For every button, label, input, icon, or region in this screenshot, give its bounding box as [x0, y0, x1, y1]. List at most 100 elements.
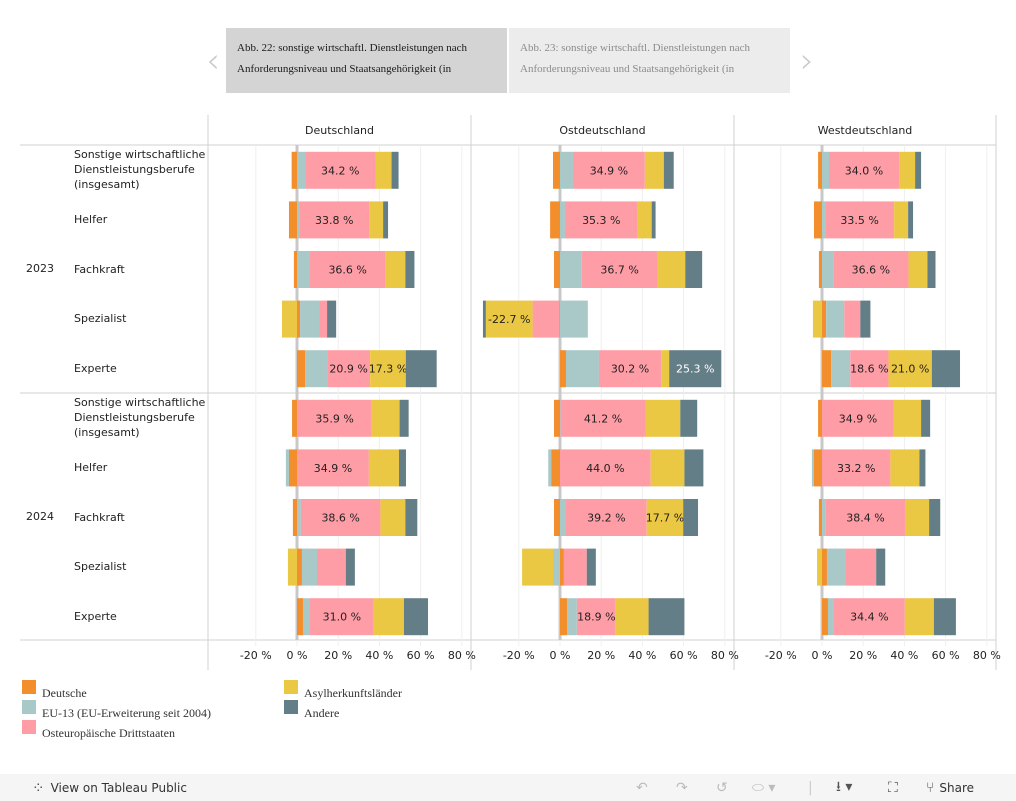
- bar-segment-deutsche: [813, 201, 822, 239]
- x-tick-label: -20 %: [502, 649, 535, 662]
- bar-segment-andere: [927, 251, 936, 288]
- bar-segment-deutsche: [822, 598, 828, 636]
- bar-segment-eu-13-eu-erweiterung-seit-2004-: [300, 300, 320, 338]
- data-label: 36.6 %: [852, 264, 890, 277]
- bar-segment-andere: [680, 399, 698, 437]
- bar-segment-andere: [405, 350, 437, 388]
- bar-segment-asylherkunftsl-nder: [369, 201, 384, 239]
- bar-segment-osteurop-ische-drittstaaten: [825, 499, 906, 536]
- bar-segment-deutsche: [291, 151, 297, 189]
- undo-icon: ↶: [636, 779, 648, 796]
- view-on-tableau-public-link[interactable]: ⁘ View on Tableau Public: [32, 774, 187, 801]
- bar-segment-deutsche: [560, 598, 568, 636]
- bar-segment-asylherkunftsl-nder: [645, 399, 681, 437]
- data-label: 18.6 %: [850, 363, 888, 376]
- data-label: 34.9 %: [314, 462, 352, 475]
- bar-segment-osteurop-ische-drittstaaten: [845, 548, 877, 586]
- bar-segment-deutsche: [550, 201, 560, 239]
- row-label-insgesamt: Sonstige wirtschaftliche Dienstleistungs…: [74, 396, 206, 440]
- bar-segment-asylherkunftsl-nder: [371, 399, 400, 437]
- data-label: 33.2 %: [837, 462, 875, 475]
- bar-segment-deutsche: [551, 449, 560, 487]
- chevron-left-icon[interactable]: ‹: [206, 40, 220, 81]
- bar-segment-osteurop-ische-drittstaaten: [300, 499, 381, 536]
- bar-segment-asylherkunftsl-nder: [893, 399, 922, 437]
- bar-segment-eu-13-eu-erweiterung-seit-2004-: [567, 598, 577, 636]
- panel-title: Deutschland: [304, 124, 375, 137]
- story-point-abb-22[interactable]: Abb. 22: sonstige wirtschaftl. Dienstlei…: [226, 28, 507, 93]
- row-label-spezialist: Spezialist: [74, 560, 127, 574]
- bar-segment-deutsche: [560, 548, 564, 586]
- data-label: 34.0 %: [845, 164, 883, 177]
- bar-segment-osteurop-ische-drittstaaten: [309, 251, 386, 288]
- redo-icon: ↷: [676, 779, 688, 796]
- download-button[interactable]: ⭳ ▾: [836, 774, 852, 801]
- bar-segment-eu-13-eu-erweiterung-seit-2004-: [297, 201, 300, 239]
- legend-swatch: [284, 700, 298, 714]
- redo-button[interactable]: ↷: [676, 774, 688, 801]
- bar-segment-osteurop-ische-drittstaaten: [581, 251, 658, 288]
- bar-segment-deutsche: [818, 499, 822, 536]
- data-label: 18.9 %: [577, 611, 615, 624]
- bar-segment-asylherkunftsl-nder: [817, 548, 822, 586]
- data-label: 35.3 %: [582, 214, 620, 227]
- bar-segment-andere: [391, 151, 399, 189]
- x-tick-label: 40 %: [890, 649, 919, 662]
- bar-segment-osteurop-ische-drittstaaten: [327, 350, 371, 388]
- legend-label: EU-13 (EU-Erweiterung seit 2004): [42, 706, 211, 720]
- data-label: 38.6 %: [321, 512, 359, 525]
- data-label: 34.2 %: [321, 164, 359, 177]
- stacked-bar-chart: 34.2 % 33.8 % 36.6 % 20.9 % 17.3 % 35.9 % 34.9…: [0, 110, 1016, 670]
- x-tick-label: 20 %: [324, 649, 353, 662]
- data-label: 36.6 %: [328, 264, 366, 277]
- bar-segment-andere: [405, 499, 418, 536]
- legend-label: Asylherkunftsländer: [304, 686, 402, 700]
- data-label: 41.2 %: [584, 412, 622, 425]
- undo-button[interactable]: ↶: [636, 774, 648, 801]
- bar-segment-asylherkunftsl-nder: [375, 151, 392, 189]
- bar-segment-andere: [908, 201, 914, 239]
- chevron-right-icon[interactable]: ›: [800, 40, 814, 81]
- revert-button[interactable]: ↺: [716, 774, 728, 801]
- bar-segment-deutsche: [292, 399, 297, 437]
- bar-segment-asylherkunftsl-nder: [615, 598, 649, 636]
- x-tick-label: 20 %: [849, 649, 878, 662]
- bar-segment-andere: [399, 399, 409, 437]
- bar-segment-asylherkunftsl-nder: [894, 201, 909, 239]
- bar-segment-osteurop-ische-drittstaaten: [833, 598, 905, 636]
- x-tick-label: 40 %: [628, 649, 657, 662]
- bar-segment-eu-13-eu-erweiterung-seit-2004-: [560, 151, 573, 189]
- bar-segment-asylherkunftsl-nder: [368, 449, 399, 487]
- bar-segment-andere: [663, 151, 674, 189]
- data-label: 34.4 %: [850, 611, 888, 624]
- bar-segment-asylherkunftsl-nder: [661, 350, 670, 388]
- bar-segment-eu-13-eu-erweiterung-seit-2004-: [560, 201, 565, 239]
- bar-segment-asylherkunftsl-nder: [644, 151, 664, 189]
- fullscreen-button[interactable]: ⛶: [888, 774, 898, 801]
- data-label: 36.7 %: [600, 264, 638, 277]
- data-label: 33.8 %: [315, 214, 353, 227]
- bar-segment-andere: [403, 598, 429, 636]
- revert-icon: ↺: [716, 779, 728, 796]
- bar-segment-andere: [398, 449, 406, 487]
- bar-segment-andere: [860, 300, 871, 338]
- share-button[interactable]: ⑂ Share: [926, 774, 974, 801]
- bar-segment-eu-13-eu-erweiterung-seit-2004-: [822, 499, 826, 536]
- bar-segment-osteurop-ische-drittstaaten: [598, 350, 662, 388]
- bar-segment-asylherkunftsl-nder: [287, 548, 297, 586]
- data-label: 20.9 %: [329, 363, 367, 376]
- bar-segment-osteurop-ische-drittstaaten: [572, 151, 645, 189]
- row-label-experte: Experte: [74, 609, 117, 623]
- bar-segment-asylherkunftsl-nder: [650, 449, 685, 487]
- story-point-abb-23[interactable]: Abb. 23: sonstige wirtschaftl. Dienstlei…: [509, 28, 790, 93]
- pause-button[interactable]: ⬭ ▾: [752, 774, 775, 801]
- bar-segment-deutsche: [822, 300, 827, 338]
- chart-canvas: 34.2 % 33.8 % 36.6 % 20.9 % 17.3 % 35.9 % 34.9…: [20, 115, 997, 670]
- bar-segment-andere: [683, 499, 699, 536]
- bar-segment-eu-13-eu-erweiterung-seit-2004-: [301, 548, 317, 586]
- bar-segment-deutsche: [813, 449, 822, 487]
- bar-segment-andere: [931, 350, 961, 388]
- bar-segment-andere: [405, 251, 415, 288]
- row-label-experte: Experte: [74, 361, 117, 375]
- legend: Deutsche EU-13 (EU-Erweiterung seit 2004…: [22, 680, 522, 750]
